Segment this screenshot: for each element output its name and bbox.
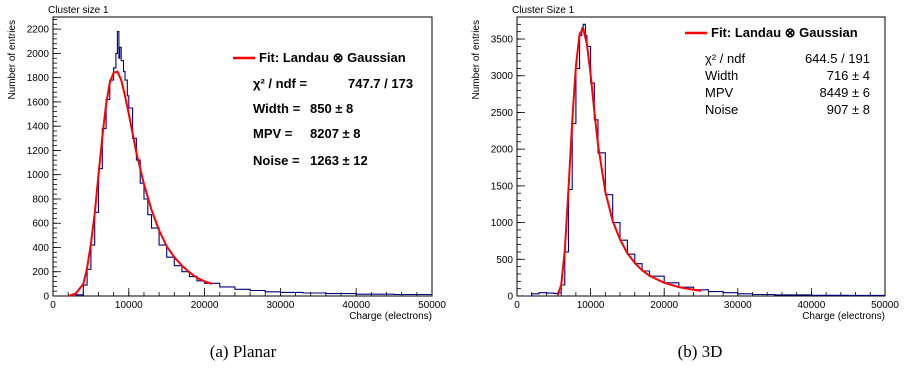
stat-name: Width bbox=[705, 68, 738, 83]
chart-panel-2: Cluster Size 10 10000 20000 30000 40000 50000… bbox=[471, 5, 899, 322]
histogram-series bbox=[68, 31, 433, 297]
figure-caption: (b) 3D bbox=[678, 342, 723, 361]
stat-row: Width = 850 ± 8 bbox=[253, 101, 353, 116]
y-tick-label: 1600 bbox=[27, 97, 50, 108]
x-tick-label: 0 bbox=[50, 300, 56, 311]
chart-title: Cluster Size 1 bbox=[512, 5, 575, 16]
stat-row: Noise = 1263 ± 12 bbox=[253, 153, 368, 168]
y-tick-label: 800 bbox=[32, 194, 49, 205]
stat-value: 1263 ± 12 bbox=[310, 153, 368, 168]
stat-value: 907 ± 8 bbox=[827, 102, 870, 117]
stat-name: χ² / ndf = bbox=[253, 76, 307, 91]
y-tick-label: 3000 bbox=[491, 71, 514, 82]
x-axis-label: Charge (electrons) bbox=[349, 311, 432, 322]
stat-value: 716 ± 4 bbox=[827, 68, 870, 83]
y-tick-label: 0 bbox=[43, 292, 49, 303]
chart-panel-1: Cluster size 10 10000 20000 30000 40000 50000… bbox=[7, 5, 446, 322]
y-tick-label: 2200 bbox=[27, 25, 50, 36]
stat-value: 747.7 / 173 bbox=[348, 76, 413, 91]
stat-name: Width = bbox=[253, 101, 301, 116]
y-tick-label: 200 bbox=[32, 267, 49, 278]
y-tick-label: 2000 bbox=[27, 49, 50, 60]
x-axis-label: Charge (electrons) bbox=[802, 311, 885, 322]
y-tick-label: 1400 bbox=[27, 122, 50, 133]
y-tick-label: 1000 bbox=[491, 218, 514, 229]
x-tick-label: 40000 bbox=[342, 300, 370, 311]
y-axis-label: Number of entries bbox=[7, 20, 18, 99]
x-tick-label: 20000 bbox=[191, 300, 219, 311]
stat-row: Width 716 ± 4 bbox=[705, 68, 870, 83]
stat-row: MPV 8449 ± 6 bbox=[705, 85, 870, 100]
fit-curve bbox=[556, 26, 702, 296]
stat-name: Noise = bbox=[253, 153, 300, 168]
stat-name: Noise bbox=[705, 102, 738, 117]
stat-value: 850 ± 8 bbox=[310, 101, 353, 116]
x-tick-label: 50000 bbox=[418, 300, 446, 311]
stat-row: χ² / ndf = 747.7 / 173 bbox=[253, 76, 413, 91]
stat-name: MPV = bbox=[253, 126, 293, 141]
stat-value: 8207 ± 8 bbox=[310, 126, 361, 141]
y-tick-label: 2500 bbox=[491, 108, 514, 119]
y-tick-label: 500 bbox=[496, 255, 513, 266]
y-tick-label: 1200 bbox=[27, 146, 50, 157]
y-tick-label: 2000 bbox=[491, 145, 514, 156]
figure-caption: (a) Planar bbox=[210, 342, 277, 361]
x-tick-label: 30000 bbox=[724, 300, 752, 311]
x-tick-label: 40000 bbox=[797, 300, 825, 311]
y-tick-label: 1500 bbox=[491, 181, 514, 192]
stat-value: 644.5 / 191 bbox=[805, 51, 870, 66]
legend-label: Fit: Landau ⊗ Gaussian bbox=[711, 25, 858, 40]
y-tick-label: 3500 bbox=[491, 35, 514, 46]
x-tick-label: 10000 bbox=[577, 300, 605, 311]
stat-row: MPV = 8207 ± 8 bbox=[253, 126, 361, 141]
y-tick-label: 400 bbox=[32, 243, 49, 254]
x-tick-label: 50000 bbox=[871, 300, 899, 311]
stat-value: 8449 ± 6 bbox=[819, 85, 870, 100]
chart-title: Cluster size 1 bbox=[48, 5, 109, 16]
fit-curve bbox=[67, 70, 213, 297]
x-tick-label: 30000 bbox=[266, 300, 294, 311]
legend-label: Fit: Landau ⊗ Gaussian bbox=[259, 50, 406, 65]
y-tick-label: 1000 bbox=[27, 170, 50, 181]
stat-name: χ² / ndf bbox=[705, 51, 745, 66]
x-tick-label: 20000 bbox=[650, 300, 678, 311]
y-tick-label: 0 bbox=[507, 292, 513, 303]
y-tick-label: 600 bbox=[32, 219, 49, 230]
y-axis-label: Number of entries bbox=[471, 20, 482, 99]
stat-row: Noise 907 ± 8 bbox=[705, 102, 870, 117]
x-tick-label: 0 bbox=[514, 300, 520, 311]
y-tick-label: 1800 bbox=[27, 73, 50, 84]
stat-name: MPV bbox=[705, 85, 734, 100]
x-tick-label: 10000 bbox=[115, 300, 143, 311]
plot-frame bbox=[52, 16, 433, 297]
stat-row: χ² / ndf 644.5 / 191 bbox=[705, 51, 870, 66]
